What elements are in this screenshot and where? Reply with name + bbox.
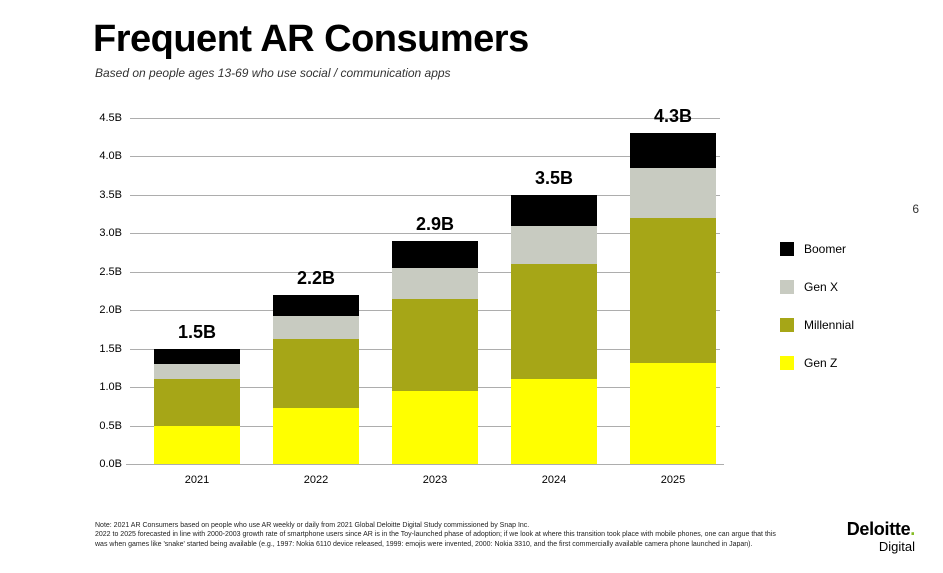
x-axis-label: 2023 bbox=[392, 474, 478, 486]
bar-total-label: 2.9B bbox=[392, 214, 478, 235]
stacked-bar-chart: 0.0B0.5B1.0B1.5B2.0B2.5B3.0B3.5B4.0B4.5B… bbox=[130, 118, 720, 464]
y-axis-label: 0.0B bbox=[99, 458, 122, 470]
bar-total-label: 4.3B bbox=[630, 106, 716, 127]
bar-segment-boomer bbox=[273, 295, 359, 316]
y-axis-label: 4.0B bbox=[99, 150, 122, 162]
bar-segment-genz bbox=[392, 391, 478, 464]
legend-label: Boomer bbox=[804, 242, 846, 256]
bar-segment-genz bbox=[273, 408, 359, 464]
x-axis-label: 2025 bbox=[630, 474, 716, 486]
legend: Boomer Gen X Millennial Gen Z bbox=[780, 242, 854, 394]
bar-segment-genx bbox=[511, 226, 597, 264]
bar-segment-millennial bbox=[154, 379, 240, 425]
legend-label: Gen Z bbox=[804, 356, 837, 370]
legend-swatch bbox=[780, 356, 794, 370]
x-axis-label: 2021 bbox=[154, 474, 240, 486]
bar-2023: 2.9B2023 bbox=[392, 241, 478, 464]
footnote: Note: 2021 AR Consumers based on people … bbox=[95, 521, 783, 549]
y-axis-label: 0.5B bbox=[99, 420, 122, 432]
y-axis-label: 1.0B bbox=[99, 381, 122, 393]
legend-swatch bbox=[780, 242, 794, 256]
bar-segment-boomer bbox=[511, 195, 597, 226]
logo-subtext: Digital bbox=[847, 540, 915, 553]
logo-wordmark: Deloitte. bbox=[847, 520, 915, 538]
legend-item-millennial: Millennial bbox=[780, 318, 854, 332]
bar-segment-genx bbox=[630, 168, 716, 218]
bar-total-label: 3.5B bbox=[511, 168, 597, 189]
x-axis-label: 2024 bbox=[511, 474, 597, 486]
legend-swatch bbox=[780, 280, 794, 294]
bar-total-label: 2.2B bbox=[273, 268, 359, 289]
bar-segment-millennial bbox=[630, 218, 716, 363]
chart-subtitle: Based on people ages 13-69 who use socia… bbox=[95, 66, 451, 80]
deloitte-digital-logo: Deloitte. Digital bbox=[847, 520, 915, 553]
y-axis-label: 4.5B bbox=[99, 112, 122, 124]
bar-segment-genz bbox=[154, 426, 240, 464]
bar-segment-millennial bbox=[511, 264, 597, 379]
y-axis-label: 2.0B bbox=[99, 304, 122, 316]
bar-segment-genx bbox=[392, 268, 478, 299]
y-axis-label: 1.5B bbox=[99, 343, 122, 355]
legend-item-boomer: Boomer bbox=[780, 242, 854, 256]
bar-segment-millennial bbox=[392, 299, 478, 391]
bar-segment-boomer bbox=[630, 133, 716, 168]
bar-segment-boomer bbox=[392, 241, 478, 268]
y-axis-label: 3.5B bbox=[99, 189, 122, 201]
legend-item-genz: Gen Z bbox=[780, 356, 854, 370]
x-axis-line bbox=[126, 464, 724, 465]
y-axis-label: 3.0B bbox=[99, 227, 122, 239]
x-axis-label: 2022 bbox=[273, 474, 359, 486]
bar-total-label: 1.5B bbox=[154, 322, 240, 343]
legend-swatch bbox=[780, 318, 794, 332]
bar-segment-genx bbox=[154, 364, 240, 379]
footnote-line: Note: 2021 AR Consumers based on people … bbox=[95, 521, 783, 530]
legend-item-genx: Gen X bbox=[780, 280, 854, 294]
bar-segment-boomer bbox=[154, 349, 240, 364]
page-number: 6 bbox=[912, 202, 919, 216]
bar-2022: 2.2B2022 bbox=[273, 295, 359, 464]
y-axis-label: 2.5B bbox=[99, 266, 122, 278]
bar-segment-millennial bbox=[273, 339, 359, 408]
bar-2024: 3.5B2024 bbox=[511, 195, 597, 464]
bar-segment-genx bbox=[273, 316, 359, 339]
footnote-line: 2022 to 2025 forecasted in line with 200… bbox=[95, 530, 783, 549]
bar-segment-genz bbox=[511, 379, 597, 464]
chart-title: Frequent AR Consumers bbox=[93, 18, 529, 61]
logo-text: Deloitte bbox=[847, 519, 911, 539]
legend-label: Gen X bbox=[804, 280, 838, 294]
bar-2025: 4.3B2025 bbox=[630, 133, 716, 464]
legend-label: Millennial bbox=[804, 318, 854, 332]
bar-2021: 1.5B2021 bbox=[154, 349, 240, 464]
logo-dot: . bbox=[910, 519, 915, 539]
bar-segment-genz bbox=[630, 363, 716, 465]
